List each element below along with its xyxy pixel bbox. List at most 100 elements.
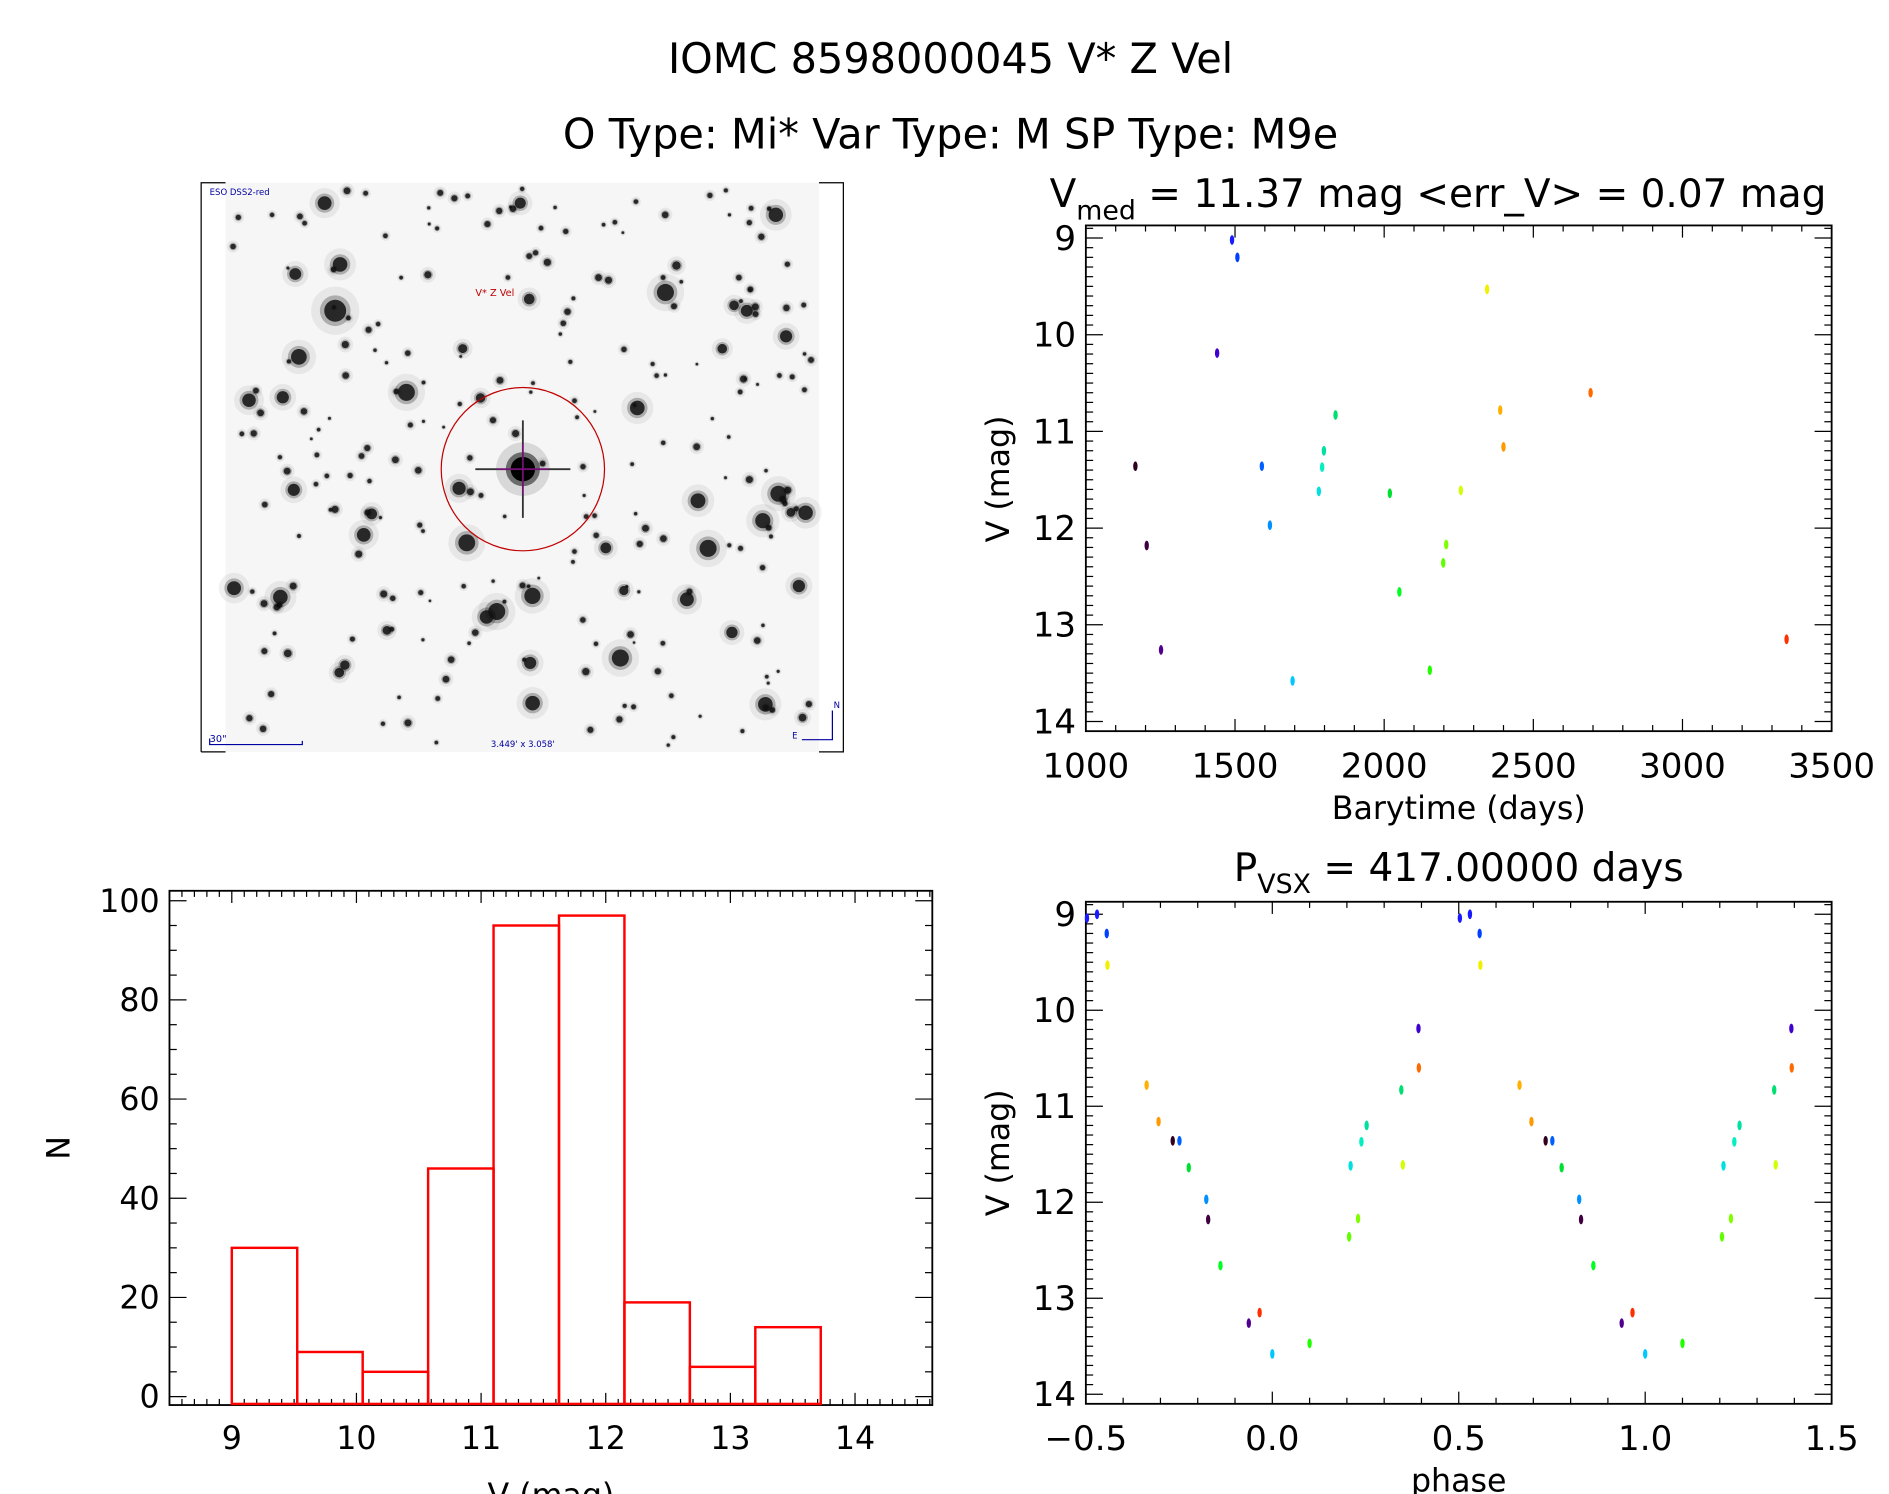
lc-ytick-label: 14 [1033,702,1076,742]
star [452,481,466,495]
ph-point [1348,1160,1353,1171]
star [389,626,395,632]
star [365,326,372,333]
star [593,532,599,539]
star [616,716,623,723]
star [317,196,332,211]
star [707,192,713,199]
star [627,631,634,638]
target-circle [440,386,606,552]
star [331,505,339,513]
lc-point [1321,445,1327,456]
star [571,296,576,301]
star [309,437,313,441]
lc-title: Vmed = 11.37 mag <err_V> = 0.07 mag [1050,172,1827,226]
star [324,473,330,479]
star [572,549,577,554]
star [328,416,331,420]
ph-point [1721,1160,1726,1171]
lc-point [1235,252,1240,263]
scale-label: 30" [210,734,227,745]
lc-xtick-label: 3500 [1788,746,1875,786]
svg-text:N: N [834,701,840,711]
ph-point [1177,1135,1182,1146]
ph-ytick-label: 13 [1033,1279,1076,1319]
star [660,440,666,446]
star [276,391,289,404]
star [496,376,504,384]
star [632,641,636,644]
lightcurve-chart: Vmed = 11.37 mag <err_V> = 0.07 mag Bary… [981,172,1875,827]
star [435,696,441,701]
star-field [218,183,822,749]
star [342,372,349,379]
star [520,186,525,192]
hist-ytick-label: 0 [140,1380,160,1416]
star [764,674,769,679]
star [621,231,625,235]
star [779,330,793,343]
ph-point [1478,960,1483,970]
lc-point [1441,558,1446,568]
ph-point [1642,1349,1648,1359]
ph-title: PVSX = 417.00000 days [1234,846,1684,900]
lc-ytick-label: 11 [1033,412,1076,452]
lc-ytick-label: 10 [1033,316,1076,356]
star [633,199,639,204]
hist-bar [230,1246,299,1406]
star [727,543,732,548]
star [539,460,546,467]
star [479,610,494,624]
star [650,361,655,367]
star [459,355,463,358]
lc-point [1259,461,1265,472]
star [766,681,770,685]
star [427,222,431,226]
ph-ytick-label: 12 [1033,1183,1076,1223]
star [277,455,283,460]
star [424,271,432,279]
ph-point [1719,1231,1725,1242]
star [654,668,661,675]
star [316,427,321,432]
lc-frame [1084,224,1833,733]
star [356,528,371,542]
ph-point [1550,1135,1555,1146]
star [740,304,753,317]
ph-point [1218,1260,1223,1271]
star [563,228,569,235]
star [384,361,389,365]
star [314,452,320,458]
star [582,493,586,498]
star [358,453,365,459]
ph-point [1789,1062,1794,1073]
hist-xtick-label: 11 [461,1421,501,1457]
ph-point [1543,1135,1548,1146]
lc-point [1458,485,1464,496]
ph-point [1517,1080,1522,1090]
ph-point [1591,1260,1596,1271]
star [553,205,557,210]
star [698,714,702,718]
star [686,588,693,595]
star [390,595,396,601]
star [421,638,425,642]
star [512,430,520,438]
ph-ytick-label: 10 [1033,991,1076,1031]
ph-point [1728,1213,1734,1224]
star [261,648,268,655]
ph-ytick-label: 14 [1033,1375,1076,1415]
star [808,357,814,363]
star [656,283,674,301]
lc-ytick-label: 13 [1033,606,1076,646]
star [457,401,462,407]
lc-xtick-label: 2000 [1341,746,1428,786]
star [407,422,413,428]
ph-point [1416,1023,1421,1034]
star [458,534,476,552]
ph-ytick-label: 11 [1033,1087,1076,1127]
star [726,435,731,439]
star [654,373,659,378]
star [532,250,539,256]
ph-point [1204,1194,1209,1205]
